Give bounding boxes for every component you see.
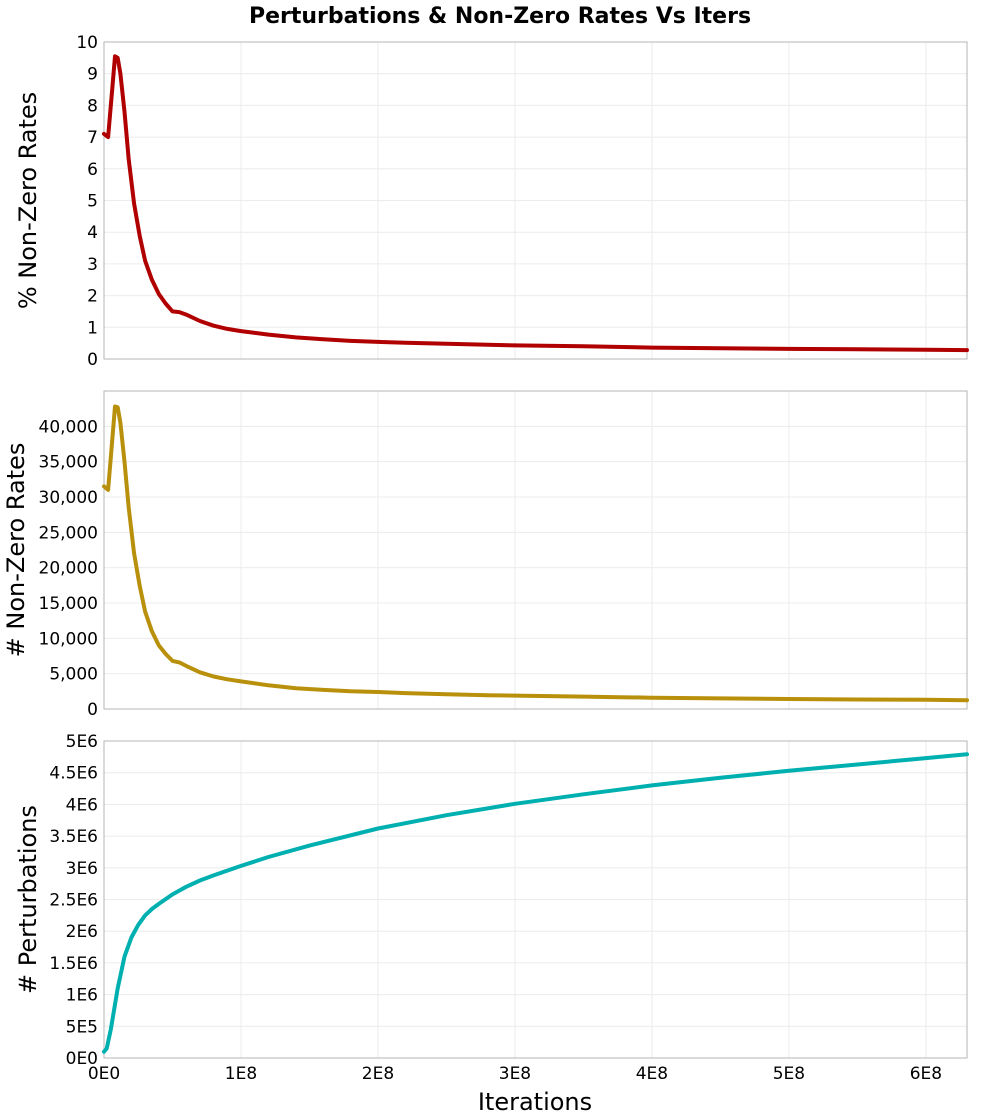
chart-title: Perturbations & Non-Zero Rates Vs Iters bbox=[249, 4, 751, 29]
x-tick-label: 5E8 bbox=[773, 1064, 805, 1084]
y-tick-label: 0 bbox=[87, 700, 98, 720]
chart-panels: 0 1 2 3 4 5 6 7 8 9 10 % Non-Zero Rates 0 5,000 10,000… bbox=[2, 33, 969, 1084]
y-tick-label: 5E5 bbox=[66, 1017, 98, 1037]
panel-1: 0 1 2 3 4 5 6 7 8 9 10 % Non-Zero Rates bbox=[14, 33, 969, 370]
y-tick-label: 40,000 bbox=[39, 417, 98, 437]
y-axis-label: % Non-Zero Rates bbox=[14, 92, 42, 309]
x-tick-label: 4E8 bbox=[636, 1064, 668, 1084]
x-tick-label: 1E8 bbox=[225, 1064, 257, 1084]
x-axis-label: Iterations bbox=[478, 1088, 592, 1116]
plot-border bbox=[103, 41, 968, 360]
y-tick-label: 3 bbox=[87, 255, 98, 275]
y-tick-label: 1.5E6 bbox=[49, 954, 98, 974]
y-axis-label: # Perturbations bbox=[14, 805, 42, 994]
series-line bbox=[102, 404, 969, 703]
y-tick-label: 4 bbox=[87, 223, 98, 243]
y-tick-label: 3.5E6 bbox=[49, 827, 98, 847]
y-tick-label: 7 bbox=[87, 128, 98, 148]
y-tick-label: 2.5E6 bbox=[49, 891, 98, 911]
y-tick-label: 20,000 bbox=[39, 559, 98, 579]
y-tick-label: 4.5E6 bbox=[49, 764, 98, 784]
y-tick-label: 10 bbox=[76, 33, 98, 53]
y-tick-label: 25,000 bbox=[39, 523, 98, 543]
y-tick-label: 0E0 bbox=[66, 1049, 98, 1069]
y-tick-label: 30,000 bbox=[39, 488, 98, 508]
y-tick-label: 35,000 bbox=[39, 453, 98, 473]
y-tick-label: 8 bbox=[87, 96, 98, 116]
y-tick-label: 6 bbox=[87, 160, 98, 180]
y-tick-label: 15,000 bbox=[39, 594, 98, 614]
y-tick-label: 5,000 bbox=[49, 665, 98, 685]
y-tick-label: 2E6 bbox=[66, 922, 98, 942]
y-tick-label: 2 bbox=[87, 287, 98, 307]
y-tick-label: 1E6 bbox=[66, 986, 98, 1006]
y-tick-label: 10,000 bbox=[39, 629, 98, 649]
y-tick-label: 9 bbox=[87, 65, 98, 85]
y-tick-label: 3E6 bbox=[66, 859, 98, 879]
panel-2: 0 5,000 10,000 15,000 20,000 25,000 30,000 35,0… bbox=[2, 390, 969, 720]
plot-border bbox=[103, 390, 968, 710]
y-tick-label: 4E6 bbox=[66, 795, 98, 815]
y-tick-label: 5 bbox=[87, 192, 98, 212]
y-axis-label: # Non-Zero Rates bbox=[2, 443, 30, 658]
plot-border bbox=[103, 740, 968, 1059]
x-tick-label: 2E8 bbox=[362, 1064, 394, 1084]
x-tick-label: 6E8 bbox=[910, 1064, 942, 1084]
y-tick-label: 5E6 bbox=[66, 732, 98, 752]
x-tick-label: 0E0 bbox=[88, 1064, 120, 1084]
series-line bbox=[102, 54, 969, 353]
series-line bbox=[102, 752, 969, 1054]
x-tick-label: 3E8 bbox=[499, 1064, 531, 1084]
plot-area bbox=[103, 390, 968, 710]
y-tick-label: 1 bbox=[87, 318, 98, 338]
y-tick-label: 0 bbox=[87, 350, 98, 370]
panel-3: 0E0 5E5 1E6 1.5E6 2E6 2.5E6 3E6 3.5E6 4E6 4.5E6 5E… bbox=[14, 732, 969, 1069]
